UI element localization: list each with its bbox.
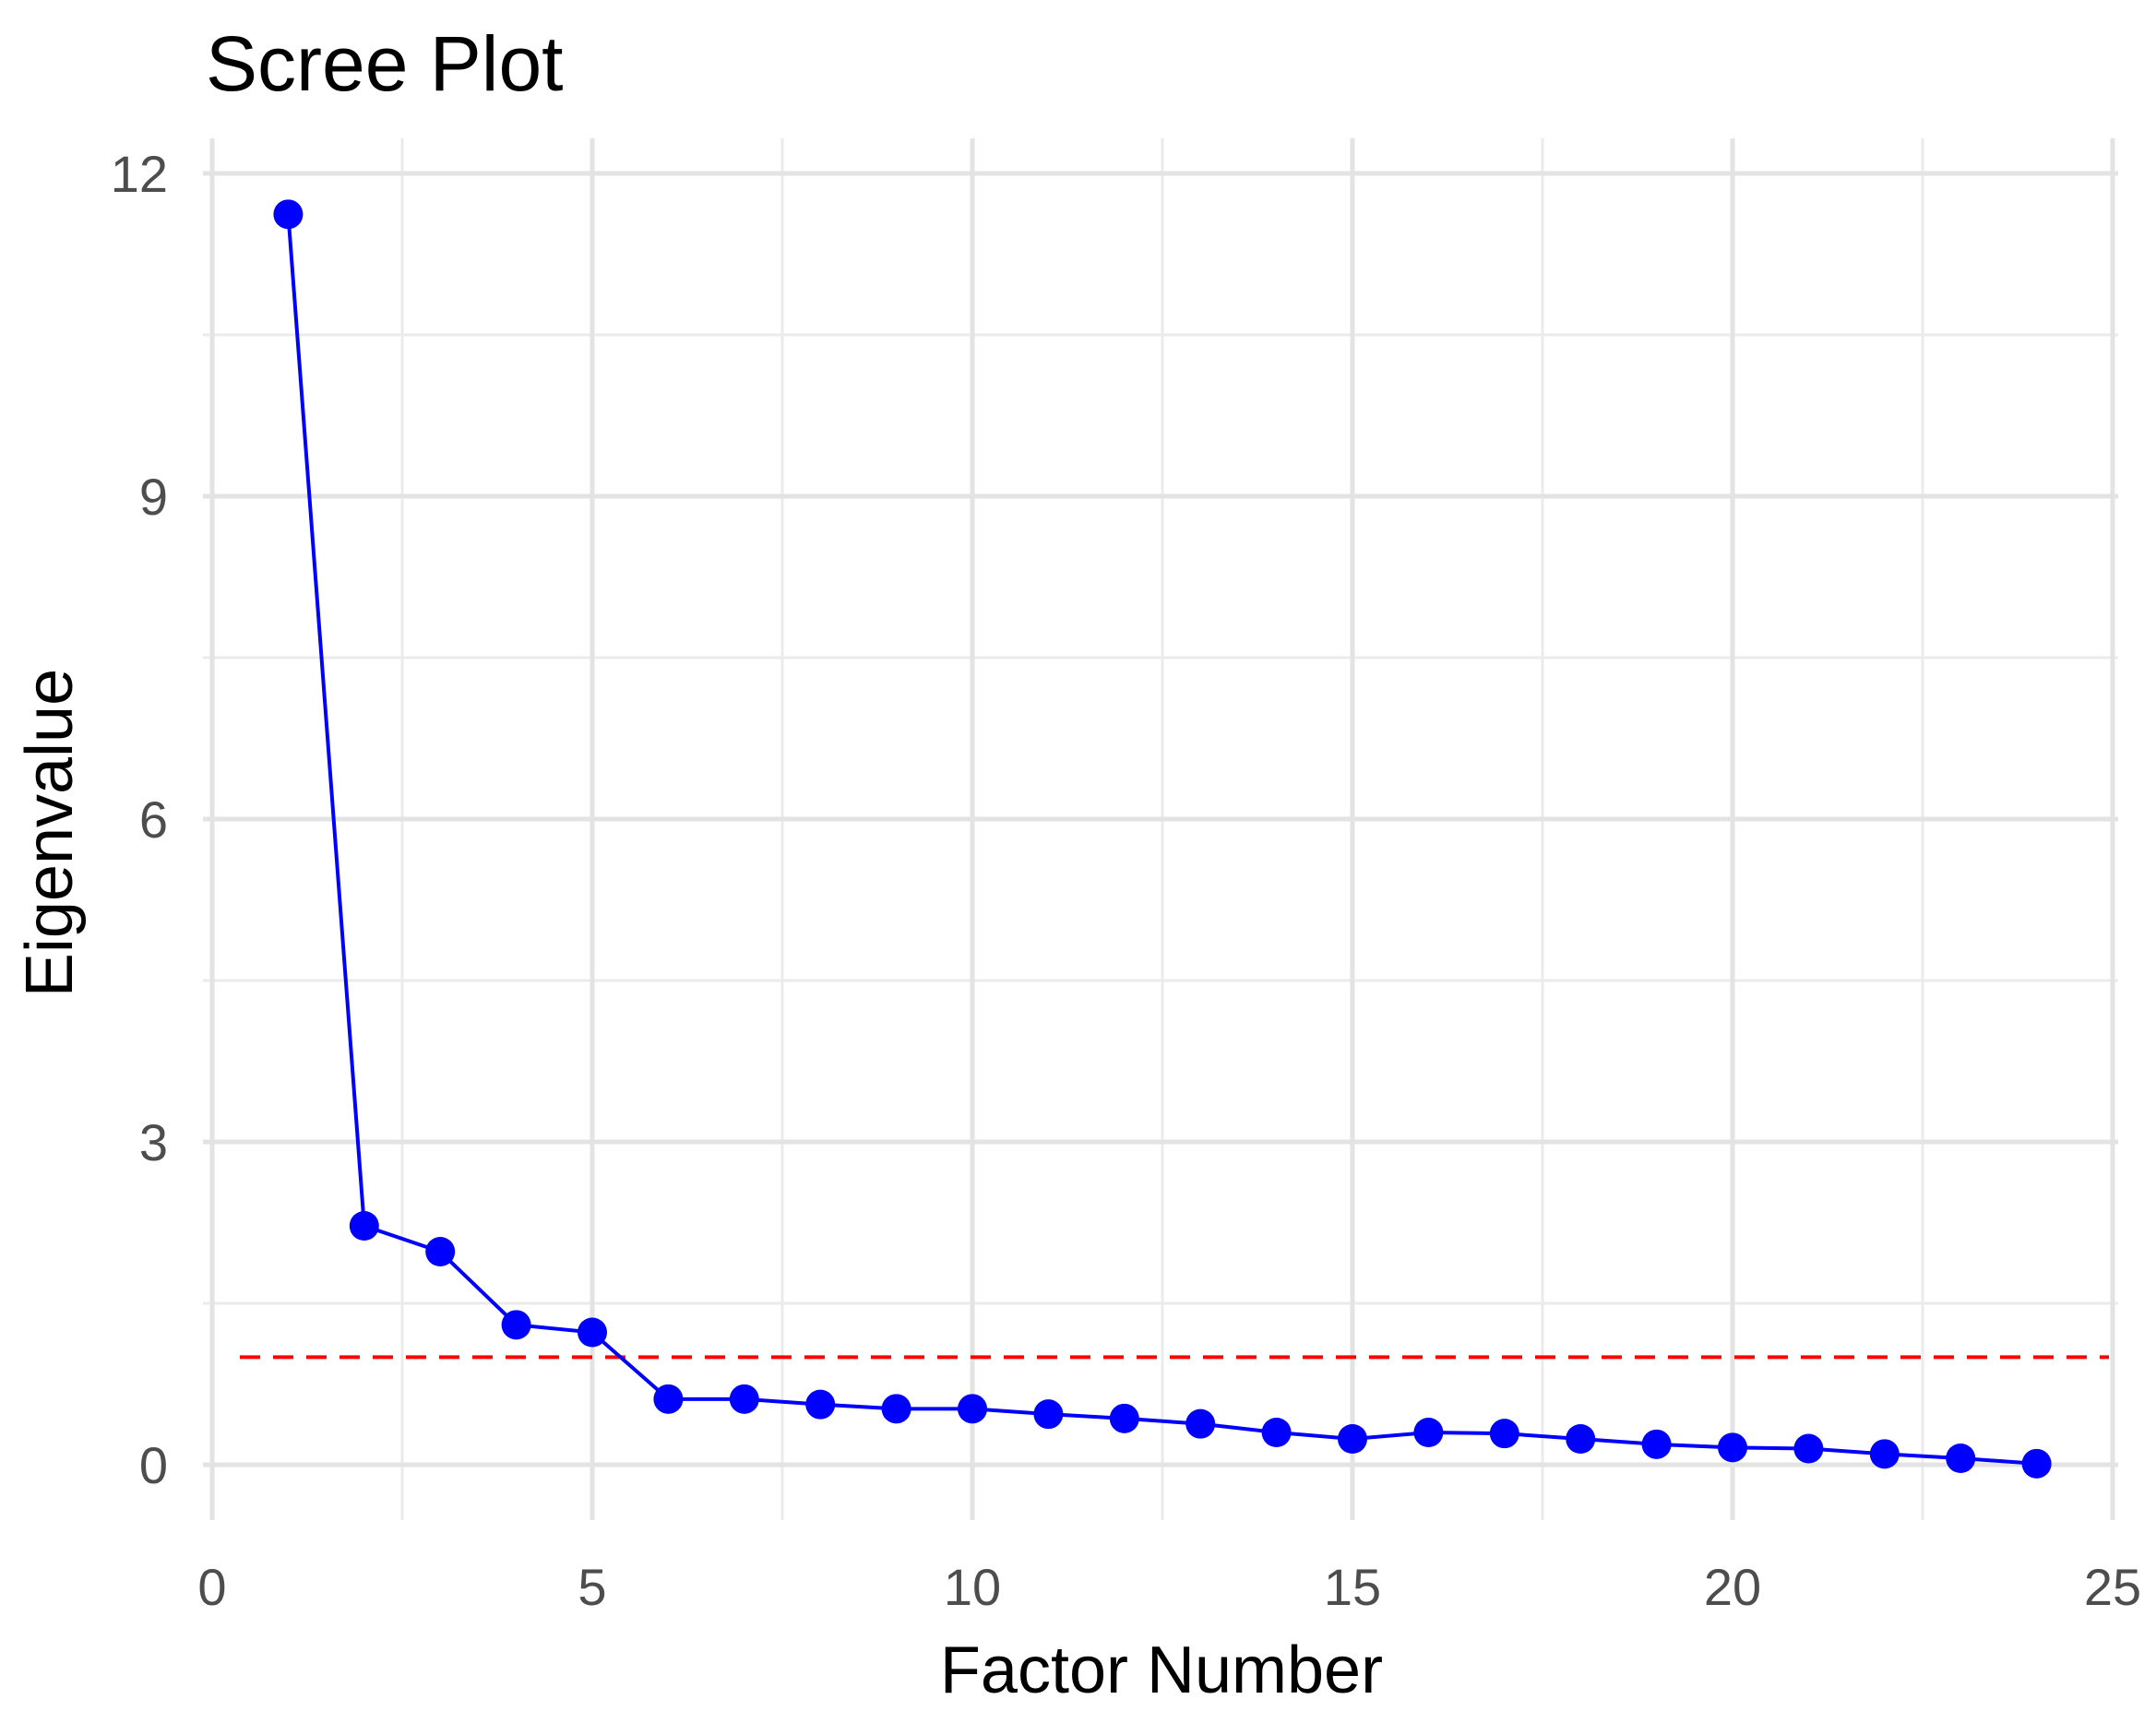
data-point [1793, 1433, 1824, 1464]
data-point [729, 1384, 759, 1414]
y-axis-tick-labels: 0 3 6 9 12 [111, 145, 168, 1494]
data-point [1718, 1432, 1747, 1463]
data-point [1033, 1399, 1064, 1430]
y-tick-label: 6 [139, 790, 168, 849]
data-point [1566, 1424, 1596, 1454]
major-gridlines [203, 138, 2118, 1520]
data-point [881, 1394, 911, 1424]
x-tick-label: 10 [944, 1558, 1001, 1616]
data-point [1641, 1429, 1672, 1459]
minor-gridlines [203, 138, 2118, 1520]
y-tick-label: 9 [139, 468, 168, 526]
x-axis-title: Factor Number [940, 1634, 1383, 1707]
x-tick-label: 15 [1324, 1558, 1381, 1616]
data-point [958, 1394, 987, 1424]
data-point [425, 1237, 456, 1266]
data-point [1946, 1444, 1976, 1473]
data-point [805, 1389, 836, 1420]
data-point [1185, 1408, 1216, 1439]
data-point [653, 1384, 684, 1414]
y-tick-label: 12 [111, 145, 168, 203]
data-point [1413, 1418, 1444, 1447]
y-tick-label: 0 [139, 1436, 168, 1494]
data-point [1869, 1439, 1900, 1469]
series-points-group [273, 199, 2052, 1479]
data-point [1338, 1424, 1367, 1454]
data-point [578, 1317, 607, 1348]
x-tick-label: 20 [1704, 1558, 1761, 1616]
data-point [2021, 1448, 2052, 1479]
data-point [1489, 1419, 1519, 1449]
data-point [1261, 1418, 1292, 1447]
data-point [273, 199, 304, 230]
data-point [349, 1211, 379, 1241]
x-axis-tick-labels: 0 5 10 15 20 25 [197, 1558, 2141, 1616]
x-tick-label: 25 [2084, 1558, 2141, 1616]
data-point [1109, 1403, 1139, 1433]
chart-title: Scree Plot [206, 20, 564, 107]
y-tick-label: 3 [139, 1113, 168, 1171]
x-tick-label: 5 [578, 1558, 606, 1616]
x-tick-label: 0 [197, 1558, 226, 1616]
data-point [501, 1310, 531, 1340]
y-axis-title: Eigenvalue [13, 669, 87, 997]
